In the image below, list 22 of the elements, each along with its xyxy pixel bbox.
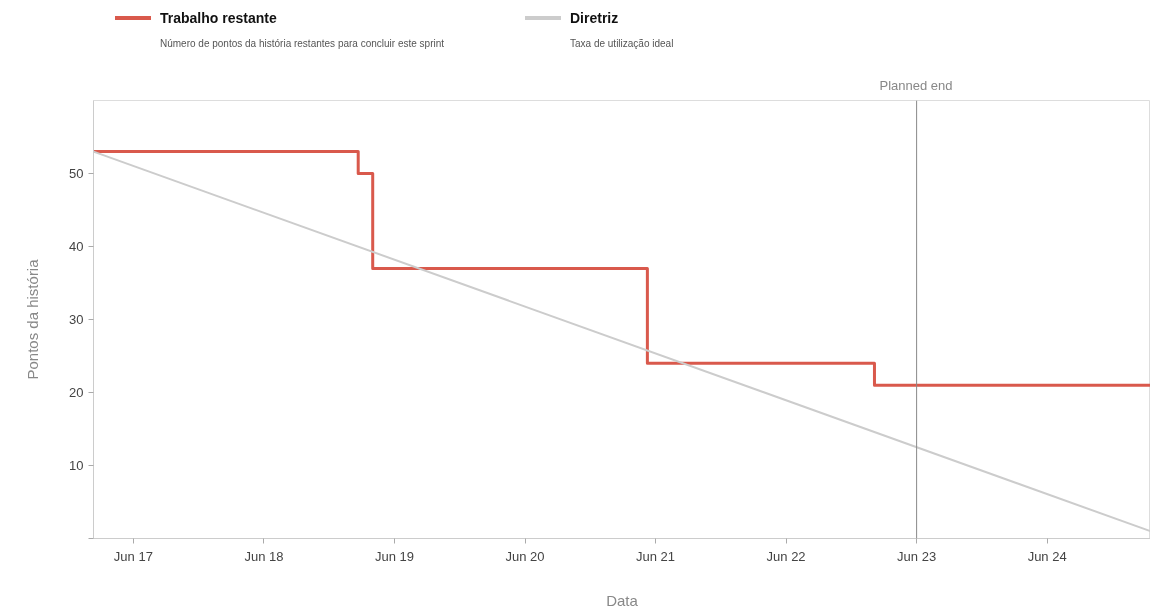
ref-line-label: Planned end — [878, 78, 954, 93]
legend-label: Trabalho restante — [160, 10, 277, 26]
legend-label: Diretriz — [570, 10, 619, 26]
legend-item: Trabalho restante — [115, 10, 277, 26]
x-tick-label: Jun 24 — [1027, 548, 1067, 564]
x-tick-label: Jun 19 — [374, 548, 414, 564]
text: Taxa de utilização ideal — [570, 38, 674, 49]
y-axis-title: Pontos da história — [24, 258, 42, 380]
text: Número de pontos da história restantes para concluir este sprint — [160, 38, 445, 49]
x-tick-label: Jun 21 — [636, 548, 676, 564]
legend-item: Diretriz — [525, 10, 619, 26]
y-tick-label: 50 — [69, 166, 84, 181]
y-tick-label: 40 — [69, 239, 84, 254]
x-tick-label: Jun 23 — [897, 548, 937, 564]
x-axis-title: Data — [606, 591, 639, 609]
x-tick-label: Jun 18 — [244, 548, 284, 564]
x-tick-label: Jun 20 — [505, 548, 545, 564]
y-tick-label: 30 — [69, 312, 84, 327]
y-tick-label: 20 — [69, 385, 84, 400]
x-tick-label: Jun 17 — [113, 548, 153, 564]
y-tick-label: 10 — [69, 458, 84, 473]
x-tick-label: Jun 22 — [766, 548, 806, 564]
